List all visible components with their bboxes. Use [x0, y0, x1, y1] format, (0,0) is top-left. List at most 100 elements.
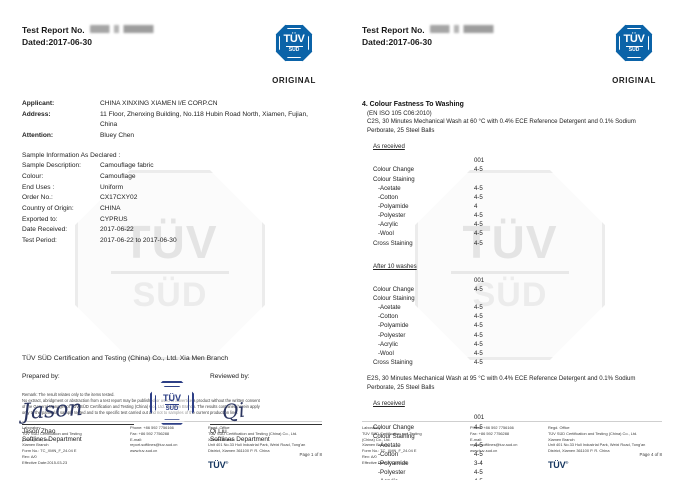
- result-label: -Polyamide: [378, 460, 409, 468]
- result-label: -Acrylic: [362, 477, 474, 480]
- test-block-e2s: E2S, 30 Minutes Mechanical Wash at 95 °C…: [362, 375, 662, 480]
- result-value: 4-5: [474, 450, 483, 458]
- table-row: -Polyamide 4: [362, 202, 662, 211]
- exported-to-row: Exported to: CYPRUS: [22, 215, 322, 226]
- result-value: 4: [474, 202, 478, 210]
- footer-website[interactable]: www.tuv-sud.cn: [470, 448, 498, 454]
- colour-label: Colour:: [22, 173, 44, 181]
- result-value: 4-5: [474, 212, 483, 220]
- test-condition-label: After 10 washes: [373, 262, 417, 270]
- table-row: Colour Change 4-5: [362, 285, 662, 294]
- result-label: -Cotton: [378, 450, 398, 458]
- test-period-label: Test Period:: [22, 237, 57, 245]
- result-value: 4-5: [474, 304, 483, 312]
- prepared-by-department: Softlines Department: [22, 435, 82, 443]
- footer-tuv-brand-icon: TÜV®: [208, 459, 312, 472]
- prepared-by-signature: Jason: [21, 395, 84, 425]
- footer-contact-column: Phone: +86 592 7756166 Fax: +86 592 7756…: [470, 425, 548, 472]
- result-label: -Acrylic: [378, 221, 398, 229]
- result-value: 4-5: [474, 221, 483, 229]
- footer-line: Unit 401 No.33 Huli Industrial Park, Wei…: [208, 442, 306, 448]
- logo-bottom-text: SÜD: [288, 46, 300, 53]
- test-method-description: C2S, 30 Minutes Mechanical Wash at 60 °C…: [367, 118, 636, 134]
- result-label: Colour Staining: [373, 175, 415, 183]
- footer-brand-registered-mark: ®: [225, 459, 229, 465]
- result-label: Cross Staining: [373, 239, 413, 247]
- attention-value: Bluey Chen: [100, 132, 135, 140]
- table-row: -Cotton 4-5: [362, 312, 662, 321]
- result-label: -Cotton: [378, 193, 398, 201]
- result-value: [474, 432, 504, 441]
- result-value: 4-5: [474, 166, 483, 174]
- footer-line: Regd. Office: [208, 425, 230, 430]
- country-of-origin-label: Country of Origin:: [22, 205, 74, 213]
- stamp-top-text: TÜV: [163, 392, 181, 403]
- sample-description-label: Sample Description:: [22, 162, 82, 170]
- footer-line: Rev: A/0: [22, 453, 37, 459]
- footer-email[interactable]: report.softlines@tuv-sud.cn: [130, 442, 178, 448]
- result-label: Colour Staining: [373, 294, 415, 302]
- footer-line: Laboratory: [362, 425, 381, 430]
- footer-line: District, Xiamen 361100 P. R. China: [208, 448, 270, 454]
- report-number-redacted-value: [429, 25, 518, 33]
- table-row: -Acetate 4-5: [362, 184, 662, 193]
- reviewed-by-name: Qi Liu: [210, 427, 227, 435]
- sample-description-row: Sample Description: Camouflage fabric: [22, 161, 322, 172]
- report-number-line: Test Report No.: [22, 24, 178, 36]
- table-row: -Acrylic 4-5: [362, 220, 662, 229]
- footer-line: Xiamen Branch: [548, 436, 575, 442]
- footer-email[interactable]: report.softlines@tuv-sud.cn: [470, 442, 518, 448]
- result-value: 4-5: [474, 239, 483, 247]
- report-date-label: Dated:: [362, 37, 389, 48]
- result-label: -Polyester: [378, 331, 406, 339]
- tuv-sud-logo-icon: TÜV SÜD: [615, 24, 654, 62]
- footer-website[interactable]: www.tuv-sud.cn: [130, 448, 158, 454]
- logo-top-text: TÜV: [283, 32, 305, 45]
- report-date-label: Dated:: [22, 37, 49, 48]
- remark-line: of the General Manager of TÜV SÜD Certif…: [22, 404, 260, 410]
- footer-line: E-mail:: [130, 436, 143, 442]
- footer-tuv-brand-icon: TÜV®: [548, 459, 652, 472]
- result-label: -Acetate: [378, 441, 401, 449]
- prepared-by-label: Prepared by:: [22, 372, 60, 380]
- results-header-row: 001: [362, 276, 662, 285]
- page1-footer: Laboratory TÜV SÜD Certification and Tes…: [22, 421, 322, 472]
- report-number-label: Test Report No.: [362, 25, 425, 35]
- reviewed-by-signature-line: [210, 423, 322, 425]
- result-value: 4-5: [474, 477, 504, 480]
- results-header-spacer: [362, 156, 474, 165]
- report-number-label: Test Report No.: [22, 25, 85, 35]
- footer-line: Rev: A/0: [362, 453, 377, 459]
- section-4-standard: (EN ISO 105 C06:2010): [367, 110, 432, 117]
- footer-line: Xiamen Branch: [22, 442, 49, 448]
- exported-to-label: Exported to:: [22, 215, 58, 223]
- result-label: -Acetate: [378, 304, 401, 312]
- results-header-row: 001: [362, 156, 662, 165]
- signature-section: TÜV SÜD Prepared by: Jason Jason Zhao: [21, 372, 322, 443]
- report-date-value: 2017-06-30: [48, 37, 92, 48]
- results-header-row: 001: [362, 413, 662, 422]
- sample-info-heading: Sample Information As Declared :: [22, 151, 121, 159]
- footer-brand-registered-mark: ®: [565, 459, 569, 465]
- page1-remark-block: Remark: The result relates only to the i…: [22, 392, 322, 417]
- footer-line: Effective Date:2015-03-23: [22, 459, 68, 465]
- country-of-origin-row: Country of Origin: CHINA: [22, 204, 322, 215]
- sample-info-block: Sample Description: Camouflage fabric Co…: [22, 161, 322, 246]
- test-method-description: E2S, 30 Minutes Mechanical Wash at 95 °C…: [367, 375, 636, 391]
- footer-line: Xiamen Branch: [362, 442, 389, 448]
- footer-line: Regd. Office: [548, 425, 570, 430]
- footer-line: TÜV SÜD Certification and Testing: [362, 430, 422, 436]
- end-uses-value: Uniform: [100, 183, 124, 191]
- date-received-row: Date Received: 2017-06-22: [22, 225, 322, 236]
- table-row: Colour Staining: [362, 175, 662, 184]
- table-row: -Acetate 4-5: [362, 441, 662, 450]
- colour-row: Colour: Camouflage: [22, 172, 322, 183]
- footer-registered-office-column: Regd. Office TÜV SÜD Certification and T…: [548, 425, 658, 472]
- result-value: 4-5: [474, 441, 483, 449]
- result-label: -Polyester: [378, 212, 406, 220]
- table-row: -Acrylic 4-5: [362, 340, 662, 349]
- page4-page-number: Page 4 of 8: [639, 452, 662, 457]
- results-table: 001 Colour Change 4-5 Colour Staining -A…: [362, 276, 662, 367]
- prepared-by-block: Prepared by: Jason Jason Zhao Softlines …: [21, 372, 134, 443]
- result-label: -Acetate: [378, 184, 401, 192]
